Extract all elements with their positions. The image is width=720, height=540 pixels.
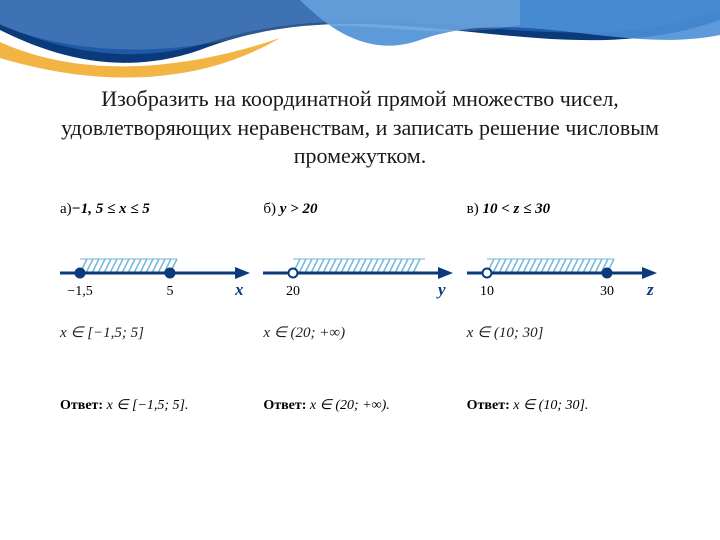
numberline-c: 10 30 z: [467, 238, 660, 308]
svg-text:30: 30: [600, 284, 614, 299]
problem-c: в) 10 < z ≤ 30 10 30 z x ∈ (10; 30] Ответ:…: [467, 201, 660, 414]
numberline-b: 20 y: [263, 238, 456, 308]
inequality-c-expr: 10 < z ≤ 30: [482, 201, 550, 217]
inequality-a: а)−1, 5 ≤ x ≤ 5: [60, 201, 253, 218]
svg-text:x: x: [234, 280, 244, 299]
problem-b: б) y > 20 20 y x ∈ (20; +∞) Ответ: x ∈ (2…: [263, 201, 456, 414]
answer-c: Ответ: x ∈ (10; 30].: [467, 397, 660, 414]
svg-text:z: z: [646, 280, 654, 299]
inequality-a-expr: −1, 5 ≤ x ≤ 5: [72, 201, 150, 217]
problems-row: а)−1, 5 ≤ x ≤ 5 −1,5 5 x x ∈ [−1,5; 5] Отв…: [40, 201, 680, 414]
interval-c: x ∈ (10; 30]: [467, 323, 660, 342]
inequality-b: б) y > 20: [263, 201, 456, 218]
numberline-a: −1,5 5 x: [60, 238, 253, 308]
numberline-svg: 10 30 z: [467, 238, 657, 308]
header-waves: [0, 0, 720, 90]
inequality-b-expr: y > 20: [280, 201, 318, 217]
svg-text:5: 5: [167, 284, 174, 299]
numberline-svg: 20 y: [263, 238, 453, 308]
interval-a: x ∈ [−1,5; 5]: [60, 323, 253, 342]
inequality-c: в) 10 < z ≤ 30: [467, 201, 660, 218]
svg-text:10: 10: [480, 284, 494, 299]
svg-text:20: 20: [286, 284, 300, 299]
svg-text:−1,5: −1,5: [67, 284, 92, 299]
problem-a: а)−1, 5 ≤ x ≤ 5 −1,5 5 x x ∈ [−1,5; 5] Отв…: [60, 201, 253, 414]
numberline-svg: −1,5 5 x: [60, 238, 250, 308]
task-title: Изобразить на координатной прямой множес…: [40, 85, 680, 201]
svg-text:y: y: [436, 280, 446, 299]
answer-b: Ответ: x ∈ (20; +∞).: [263, 397, 456, 414]
interval-b: x ∈ (20; +∞): [263, 323, 456, 342]
slide-content: Изобразить на координатной прямой множес…: [40, 85, 680, 414]
answer-a: Ответ: x ∈ [−1,5; 5].: [60, 397, 253, 414]
